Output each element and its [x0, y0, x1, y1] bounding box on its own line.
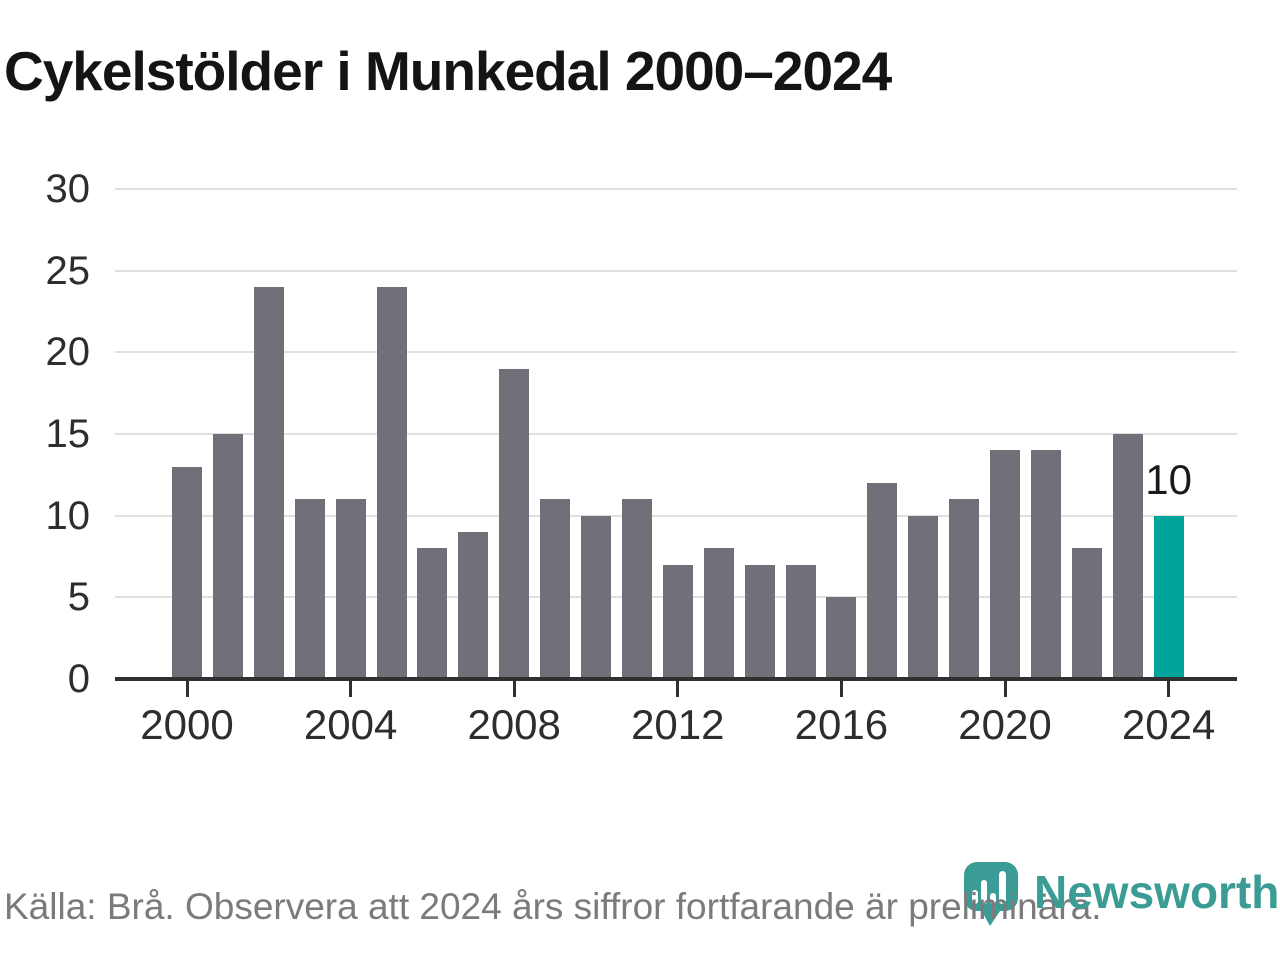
bar-2012	[662, 564, 693, 679]
y-axis-tick-label: 15	[45, 412, 91, 456]
chart-title: Cykelstölder i Munkedal 2000–2024	[4, 40, 892, 102]
gridline-y-10	[115, 514, 1237, 517]
x-tick-mark-2008	[512, 681, 516, 697]
x-axis-tick-label: 2024	[1121, 701, 1216, 748]
bar-2006	[417, 548, 448, 679]
gridline-y-20	[115, 351, 1237, 354]
newsworthy-wordmark: Newsworthy	[1034, 866, 1280, 918]
y-axis-tick-label: 0	[67, 657, 90, 701]
x-axis-tick-label: 2008	[467, 701, 561, 748]
y-axis-tick-label: 10	[45, 493, 91, 538]
x-axis-tick-label: 2016	[794, 701, 889, 748]
x-axis-tick-label: 2012	[631, 701, 725, 748]
gridline-y-25	[115, 269, 1237, 272]
x-tick-mark-2012	[676, 681, 680, 697]
bar-2022	[1071, 548, 1102, 679]
x-axis-tick-label: 2000	[140, 701, 234, 748]
x-tick-mark-2016	[839, 681, 843, 697]
gridline-y-30	[115, 188, 1237, 190]
bar-2011	[621, 499, 652, 679]
bar-2003	[294, 499, 325, 679]
bar-2002	[253, 287, 284, 679]
bar-2000	[172, 466, 202, 679]
bar-2008	[499, 368, 530, 679]
x-tick-mark-2004	[349, 681, 353, 697]
x-tick-mark-2020	[1003, 681, 1007, 697]
bar-2019	[949, 499, 980, 679]
y-axis-tick-label: 25	[45, 248, 91, 293]
y-axis-tick-label: 30	[45, 167, 91, 211]
bar-2018	[908, 515, 939, 679]
bar-2014	[744, 564, 775, 679]
value-label-2024: 10	[1145, 455, 1192, 503]
bar-2001	[212, 434, 243, 679]
bar-chart-plot-area: 0 5 10 15 20 25 30 10 2000 2004 2008 2012 2016 2020 20…	[45, 167, 1237, 748]
x-tick-mark-2024	[1167, 681, 1171, 697]
bar-2015	[785, 564, 816, 679]
y-axis-tick-label: 20	[45, 330, 91, 375]
x-tick-mark-2000	[185, 681, 189, 697]
bar-2010	[581, 515, 611, 679]
bar-2017	[867, 483, 898, 679]
bar-2024	[1153, 515, 1184, 679]
source-note: Källa: Brå. Observera att 2024 års siffr…	[4, 886, 1102, 927]
bar-2005	[376, 287, 407, 679]
x-axis-tick-label: 2020	[958, 701, 1052, 748]
newsworthy-logo-icon	[964, 862, 1018, 926]
x-axis-tick-label: 2004	[303, 701, 398, 748]
bar-2020	[990, 450, 1020, 679]
bar-2004	[335, 499, 366, 679]
bar-2023	[1112, 434, 1143, 679]
bar-2021	[1030, 450, 1061, 679]
bar-2009	[540, 499, 571, 679]
bar-2016	[826, 597, 857, 679]
x-axis-line	[115, 677, 1237, 681]
bar-2013	[703, 548, 734, 679]
y-axis-tick-label: 5	[67, 575, 90, 620]
gridline-y-15	[115, 433, 1237, 435]
bar-2007	[458, 532, 489, 679]
